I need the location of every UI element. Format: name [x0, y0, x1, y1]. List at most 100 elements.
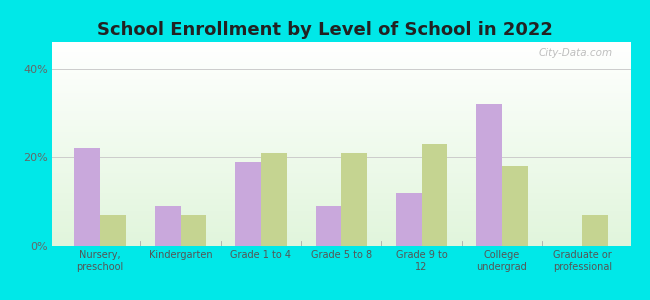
Bar	[52, 228, 630, 230]
Bar	[52, 126, 630, 128]
Bar	[75, 148, 100, 246]
Bar	[52, 158, 630, 160]
Bar	[52, 83, 630, 85]
Bar	[52, 99, 630, 101]
Bar	[52, 44, 630, 46]
Bar	[341, 153, 367, 246]
Bar	[52, 215, 630, 217]
Bar	[52, 172, 630, 175]
Bar	[261, 153, 287, 246]
Bar	[52, 70, 630, 73]
Bar	[52, 75, 630, 77]
Bar	[52, 207, 630, 209]
Bar	[52, 116, 630, 118]
Bar	[52, 46, 630, 48]
Bar	[52, 234, 630, 236]
Bar	[52, 113, 630, 116]
Bar	[52, 52, 630, 54]
Bar	[52, 97, 630, 99]
Bar	[52, 140, 630, 142]
Bar	[52, 81, 630, 83]
Bar	[52, 162, 630, 164]
Bar	[52, 54, 630, 56]
Bar	[52, 85, 630, 87]
Bar	[52, 175, 630, 177]
Bar	[52, 211, 630, 213]
Text: City-Data.com: City-Data.com	[539, 48, 613, 58]
Bar	[52, 128, 630, 130]
Bar	[52, 132, 630, 134]
Bar	[100, 215, 126, 246]
Bar	[52, 205, 630, 207]
Bar	[52, 164, 630, 166]
Bar	[52, 148, 630, 150]
Bar	[52, 242, 630, 244]
Bar	[52, 189, 630, 191]
Bar	[502, 166, 528, 246]
Bar	[52, 107, 630, 109]
Bar	[52, 193, 630, 195]
Bar	[52, 89, 630, 91]
Bar	[52, 195, 630, 197]
Bar	[52, 220, 630, 221]
Bar	[52, 60, 630, 62]
Bar	[181, 215, 206, 246]
Bar	[52, 134, 630, 136]
Bar	[52, 181, 630, 183]
Bar	[52, 109, 630, 111]
Bar	[52, 167, 630, 169]
Bar	[52, 62, 630, 64]
Bar	[52, 236, 630, 238]
Bar	[52, 73, 630, 75]
Bar	[582, 215, 608, 246]
Bar	[52, 103, 630, 105]
Bar	[52, 146, 630, 148]
Bar	[52, 68, 630, 70]
Bar	[52, 95, 630, 97]
Bar	[52, 136, 630, 138]
Bar	[52, 201, 630, 203]
Bar	[52, 87, 630, 89]
Bar	[52, 119, 630, 122]
Bar	[52, 197, 630, 199]
Bar	[52, 101, 630, 103]
Bar	[52, 79, 630, 81]
Bar	[396, 193, 422, 246]
Bar	[52, 209, 630, 211]
Bar	[52, 105, 630, 107]
Bar	[52, 154, 630, 156]
Bar	[52, 152, 630, 154]
Bar	[52, 67, 630, 68]
Bar	[52, 142, 630, 144]
Bar	[52, 111, 630, 113]
Bar	[52, 56, 630, 58]
Bar	[52, 122, 630, 124]
Bar	[235, 162, 261, 246]
Bar	[52, 244, 630, 246]
Bar	[52, 226, 630, 228]
Bar	[52, 58, 630, 60]
Bar	[52, 230, 630, 232]
Bar	[476, 104, 502, 246]
Bar	[52, 144, 630, 146]
Bar	[52, 221, 630, 224]
Bar	[422, 144, 447, 246]
Bar	[52, 42, 630, 44]
Bar	[52, 160, 630, 162]
Bar	[52, 213, 630, 215]
Bar	[52, 203, 630, 205]
Bar	[52, 185, 630, 187]
Text: School Enrollment by Level of School in 2022: School Enrollment by Level of School in …	[97, 21, 553, 39]
Bar	[52, 224, 630, 226]
Bar	[52, 191, 630, 193]
Bar	[52, 138, 630, 140]
Bar	[52, 93, 630, 95]
Bar	[52, 238, 630, 240]
Bar	[52, 183, 630, 185]
Bar	[52, 177, 630, 179]
Bar	[52, 169, 630, 170]
Bar	[52, 156, 630, 158]
Bar	[52, 240, 630, 242]
Bar	[52, 130, 630, 132]
Bar	[315, 206, 341, 246]
